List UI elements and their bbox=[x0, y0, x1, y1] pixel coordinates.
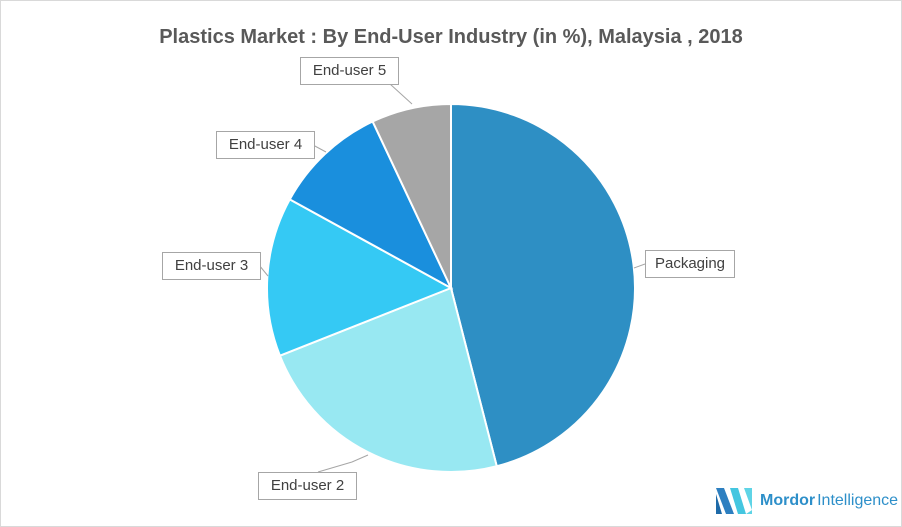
pie-slice-end-user-5 bbox=[371, 102, 452, 289]
data-label-end-user-3: End-user 3 bbox=[162, 252, 261, 280]
pie-slice-end-user-3 bbox=[266, 197, 454, 358]
pie-slice-packaging bbox=[450, 102, 636, 468]
data-label-end-user-5: End-user 5 bbox=[300, 57, 399, 85]
data-label-packaging: Packaging bbox=[645, 250, 735, 278]
logo-text-bold: Mordor bbox=[760, 492, 816, 509]
leader-line-end-user-5 bbox=[389, 83, 413, 105]
leader-line-end-user-2 bbox=[317, 454, 369, 473]
mordor-intelligence-logo: Mordor Intelligence bbox=[716, 488, 898, 514]
leader-line-packaging bbox=[633, 263, 646, 269]
data-label-end-user-4: End-user 4 bbox=[216, 131, 315, 159]
logo-text-light: Intelligence bbox=[817, 492, 899, 509]
leader-line-end-user-4 bbox=[312, 144, 327, 153]
pie-slice-end-user-4 bbox=[288, 120, 454, 291]
data-label-end-user-2: End-user 2 bbox=[258, 472, 357, 500]
chart-title: Plastics Market : By End-User Industry (… bbox=[159, 26, 743, 48]
pie-slice-end-user-2 bbox=[278, 286, 498, 473]
logo-mark-icon bbox=[716, 488, 752, 514]
